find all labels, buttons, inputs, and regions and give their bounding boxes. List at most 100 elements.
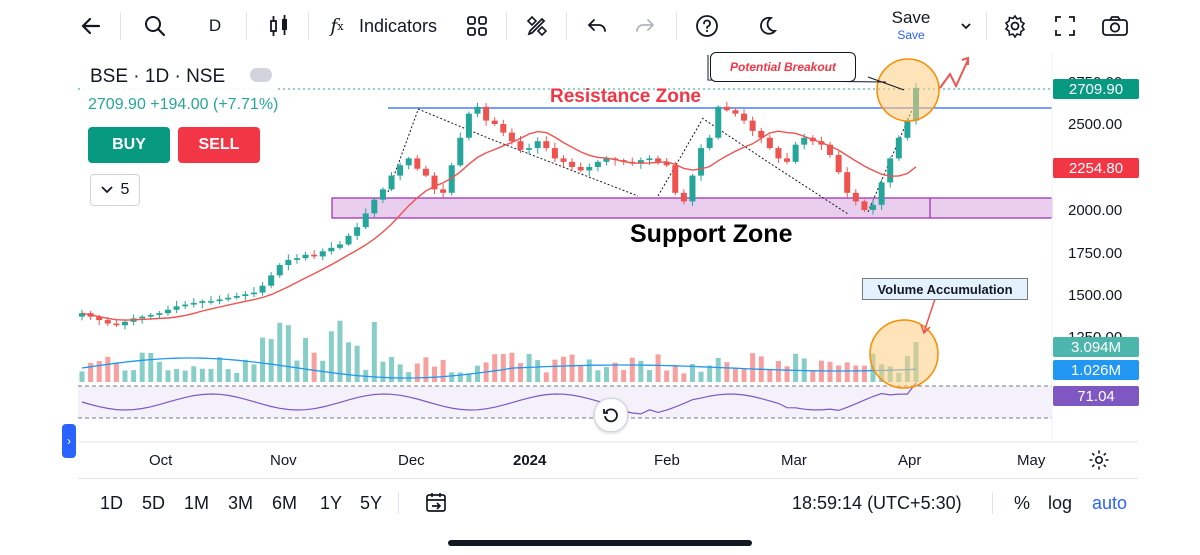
candle-body	[173, 306, 180, 310]
dark-mode-moon-icon[interactable]	[752, 8, 782, 44]
volume-bar	[242, 359, 248, 382]
candle-body	[637, 160, 644, 164]
volume-bar	[552, 359, 558, 382]
volume-bar	[174, 368, 180, 382]
save-label: Save	[891, 8, 931, 27]
layouts-grid-icon[interactable]	[462, 8, 492, 44]
clock-timezone[interactable]: 18:59:14 (UTC+5:30)	[792, 493, 962, 513]
help-icon[interactable]	[692, 8, 722, 44]
volume-bar	[775, 361, 781, 382]
range-5d[interactable]: 5D	[142, 493, 166, 513]
candle-body	[207, 301, 214, 303]
price-tick: 2000.00	[1068, 202, 1123, 219]
camera-snapshot-icon[interactable]	[1098, 8, 1132, 44]
volume-bar	[638, 360, 644, 382]
candle-body	[362, 213, 369, 228]
candle-body	[534, 141, 541, 149]
volume-value-label: 3.094M	[1053, 337, 1139, 357]
moving-average-line	[81, 130, 917, 321]
volume-bar	[182, 370, 188, 382]
volume-bar	[827, 361, 833, 382]
redo-icon[interactable]	[630, 8, 660, 44]
range-5y[interactable]: 5Y	[360, 493, 383, 513]
candle-body	[139, 316, 146, 319]
save-button[interactable]: Save Save	[882, 6, 940, 46]
panel-toggle-tab[interactable]: ›	[62, 424, 76, 458]
candle-body	[878, 182, 885, 205]
legend-collapse-icon[interactable]	[250, 68, 272, 82]
candle-body	[741, 113, 748, 121]
candle-body	[603, 158, 610, 162]
candle-body	[414, 158, 421, 169]
volume-bar	[500, 354, 506, 382]
volume-bar	[96, 361, 102, 382]
volume-bar	[509, 352, 515, 382]
volume-bar	[861, 365, 867, 382]
candle-body	[448, 165, 455, 193]
chevron-down-icon[interactable]	[956, 8, 976, 44]
time-tick: Apr	[898, 452, 922, 469]
range-1m[interactable]: 1M	[184, 493, 210, 513]
volume-bar	[389, 356, 395, 382]
back-arrow-icon[interactable]	[74, 8, 108, 44]
auto-toggle[interactable]: auto	[1092, 493, 1128, 513]
indicators-collapse-button[interactable]: 5	[90, 174, 140, 206]
price-chart[interactable]	[78, 52, 1138, 528]
symbol-title[interactable]: BSE · 1D · NSE	[90, 66, 226, 87]
volume-bar	[406, 372, 412, 382]
price-tick: 1500.00	[1068, 287, 1123, 304]
volume-bar	[836, 365, 842, 382]
candle-body	[259, 285, 266, 293]
candle-body	[440, 189, 447, 193]
volume-bar	[294, 360, 300, 382]
candles-icon[interactable]	[262, 8, 296, 44]
volume-bar	[217, 357, 223, 382]
volume-bar	[646, 370, 652, 382]
candle-body	[895, 137, 902, 159]
volume-bar	[457, 372, 463, 382]
indicators-button[interactable]: Indicators	[358, 15, 438, 36]
drawing-tools-icon[interactable]	[522, 8, 552, 44]
volume-bar	[88, 362, 94, 382]
volume-bar	[595, 370, 601, 382]
date-range-calendar-icon[interactable]	[424, 491, 448, 520]
range-1d[interactable]: 1D	[100, 493, 124, 513]
candle-body	[422, 168, 429, 176]
support-zone-label: Support Zone	[630, 220, 793, 248]
buy-button[interactable]: BUY	[88, 127, 170, 163]
settings-gear-icon[interactable]	[1000, 8, 1030, 44]
candle-body	[749, 120, 756, 131]
candle-body	[371, 199, 378, 214]
interval-button[interactable]: D	[208, 16, 222, 35]
sell-button[interactable]: SELL	[178, 127, 260, 163]
candle-body	[405, 158, 412, 166]
last-price-label: 2709.90	[1053, 79, 1139, 99]
volume-bar	[629, 357, 635, 382]
candle-body	[689, 175, 696, 202]
volume-bar	[277, 322, 283, 382]
candle-body	[706, 137, 713, 149]
volume-bar	[672, 365, 678, 382]
search-icon[interactable]	[138, 8, 172, 44]
candle-body	[758, 130, 765, 138]
fullscreen-icon[interactable]	[1050, 8, 1080, 44]
range-3m[interactable]: 3M	[228, 493, 254, 513]
log-toggle[interactable]: log	[1048, 493, 1073, 513]
volume-bar	[767, 369, 773, 382]
candle-body	[792, 144, 799, 162]
volume-bar	[311, 352, 317, 382]
reset-chart-icon[interactable]	[594, 398, 628, 432]
candle-body	[517, 141, 524, 150]
candle-body	[835, 154, 842, 173]
resistance-zone-label: Resistance Zone	[550, 86, 701, 107]
range-6m[interactable]: 6M	[272, 493, 298, 513]
volume-bar	[853, 365, 859, 382]
range-1y[interactable]: 1Y	[320, 493, 343, 513]
volume-ma-label: 1.026M	[1053, 360, 1139, 380]
undo-icon[interactable]	[582, 8, 612, 44]
volume-bar	[191, 366, 197, 382]
volume-bar	[208, 368, 214, 382]
axis-settings-gear-icon[interactable]	[1088, 449, 1110, 476]
percent-toggle[interactable]: %	[1014, 493, 1031, 513]
